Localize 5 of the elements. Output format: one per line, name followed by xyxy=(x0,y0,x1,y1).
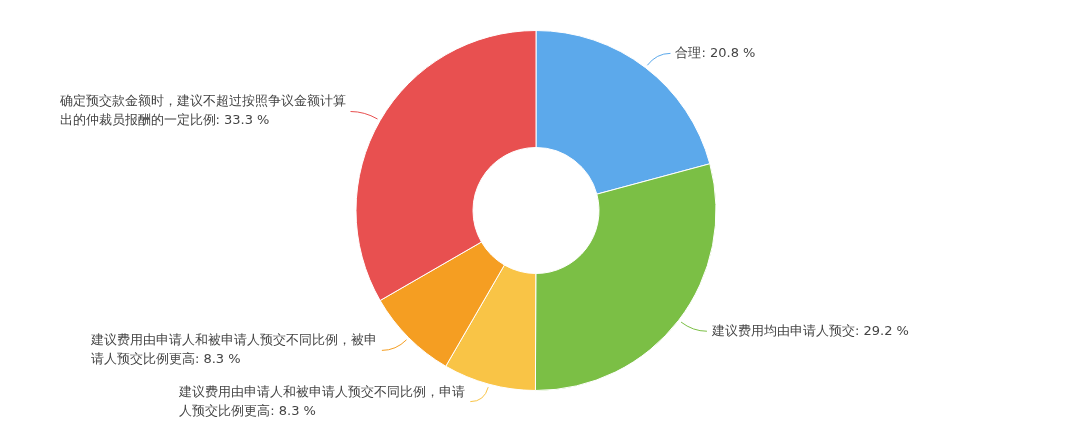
slice-label: 确定预交款金额时，建议不超过按照争议金额计算出的仲裁员报酬的一定比例: 33.3 % xyxy=(58,93,346,128)
slice-label: 合理: 20.8 % xyxy=(675,44,756,60)
slice-label: 建议费用由申请人和被申请人预交不同比例，申请人预交比例更高: 8.3 % xyxy=(178,383,466,418)
slice-label: 建议费用均由申请人预交: 29.2 % xyxy=(710,322,909,338)
slice-label: 建议费用由申请人和被申请人预交不同比例，被申请人预交比例更高: 8.3 % xyxy=(89,332,377,367)
